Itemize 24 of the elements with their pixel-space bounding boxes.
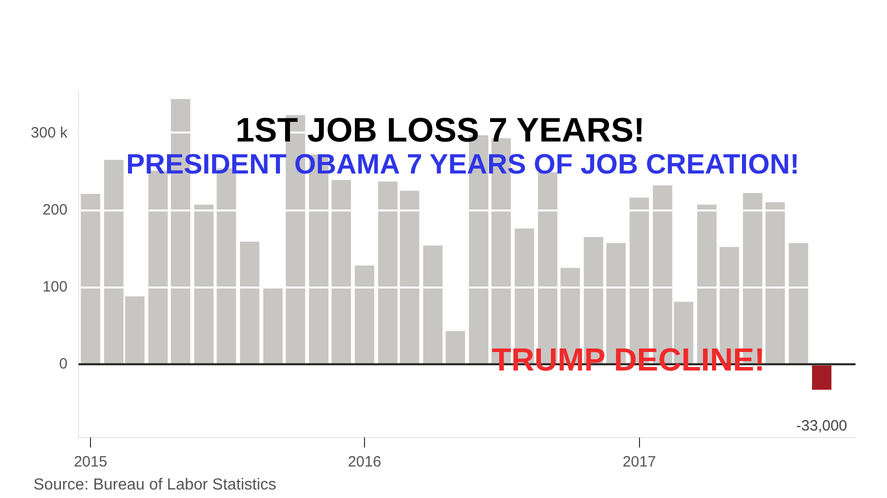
annotation: PRESIDENT OBAMA 7 YEARS OF JOB CREATION!: [126, 148, 800, 180]
y-tick-label: 300 k: [30, 124, 68, 142]
annotation: -33,000: [796, 418, 848, 435]
bar: [765, 202, 785, 364]
bar: [446, 331, 466, 364]
bar: [423, 245, 443, 364]
y-tick-label: 100: [42, 278, 68, 296]
bar: [240, 242, 260, 364]
bar: [354, 266, 374, 364]
bar: [194, 204, 214, 364]
y-tick-label: 0: [59, 356, 68, 373]
bar: [80, 194, 100, 364]
source-note: Source: Bureau of Labor Statistics: [34, 476, 276, 494]
x-tick-label: 2015: [74, 454, 108, 470]
x-tick-label: 2016: [348, 454, 382, 470]
y-tick-label: 200: [42, 202, 68, 219]
bar: [400, 190, 420, 364]
bar: [263, 287, 283, 364]
bar: [332, 180, 351, 364]
x-tick-label: 2017: [622, 454, 656, 470]
bar: [788, 243, 808, 364]
bar: [812, 364, 832, 390]
annotation: 1ST JOB LOSS 7 YEARS!: [236, 112, 645, 150]
bar: [378, 181, 398, 364]
